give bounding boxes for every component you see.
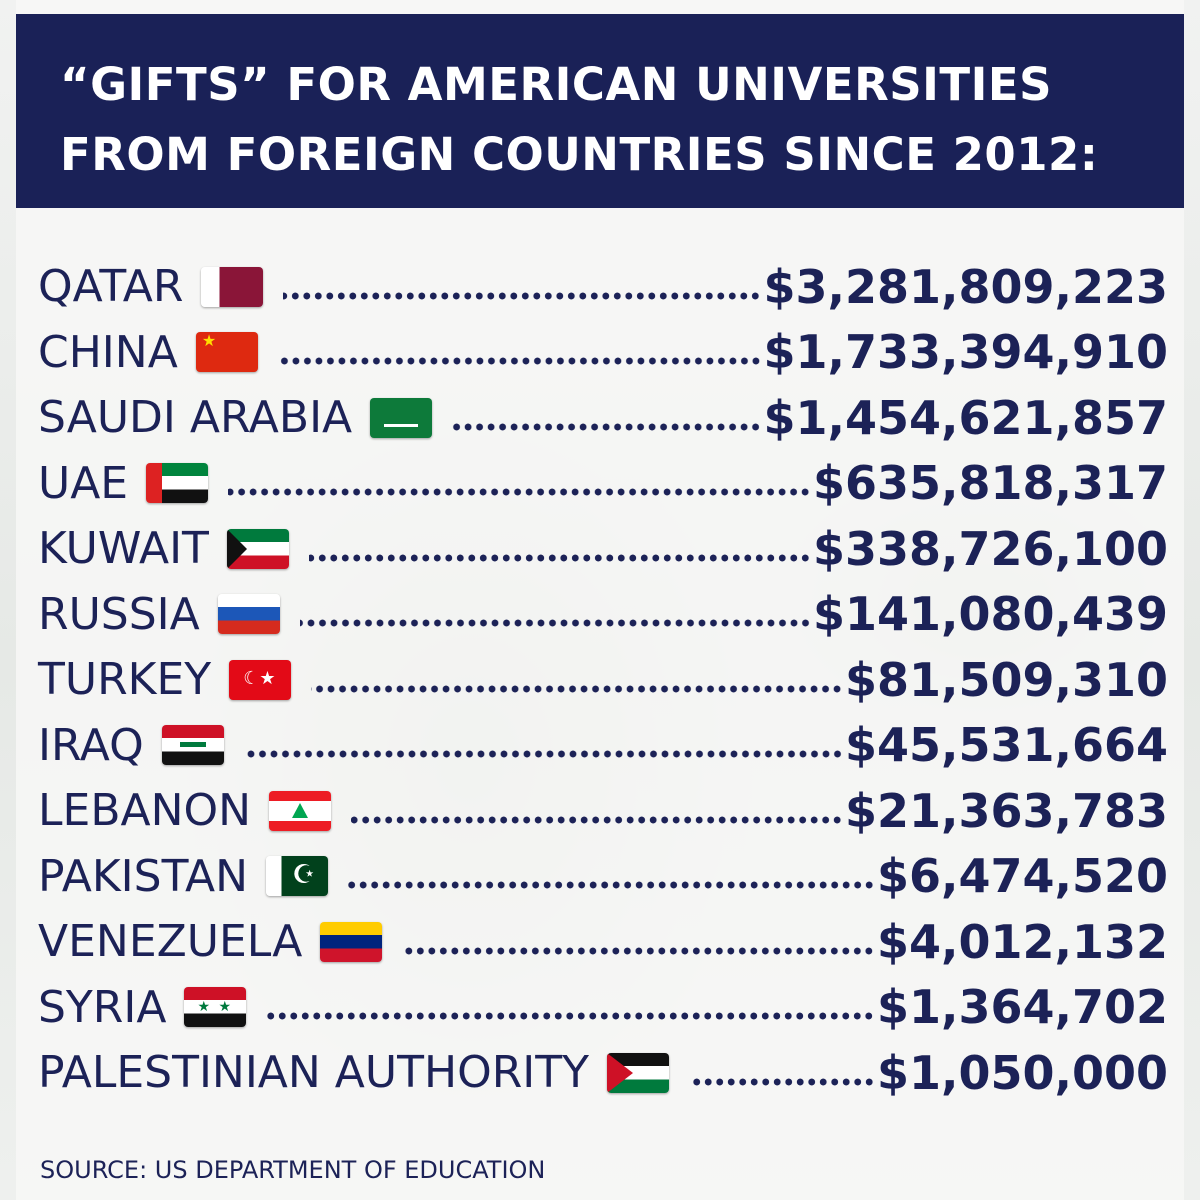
list-item: UAE $635,818,317 — [38, 451, 1168, 517]
dot-leader — [402, 945, 875, 956]
dot-leader — [266, 1011, 875, 1022]
gift-amount: $338,726,100 — [812, 521, 1168, 576]
country-name: IRAQ — [38, 719, 144, 771]
country-name: CHINA — [38, 326, 178, 378]
country-name: LEBANON — [38, 785, 252, 837]
country-name: KUWAIT — [38, 523, 209, 575]
list-item: SAUDI ARABIA $1,454,621,857 — [38, 385, 1168, 451]
saudi-arabia-flag-icon — [370, 397, 433, 438]
gift-amount: $1,364,702 — [876, 980, 1168, 1035]
list-item: CHINA $1,733,394,910 — [38, 320, 1168, 386]
list-item: VENEZUELA $4,012,132 — [38, 909, 1168, 975]
dot-leader — [452, 421, 762, 432]
venezuela-flag-icon — [320, 921, 383, 962]
syria-flag-icon — [184, 987, 247, 1028]
source-note: SOURCE: US DEPARTMENT OF EDUCATION — [40, 1156, 546, 1184]
gift-amount: $1,050,000 — [876, 1045, 1168, 1100]
country-name: PAKISTAN — [38, 850, 249, 902]
list-item: PAKISTAN $6,474,520 — [38, 844, 1168, 910]
pakistan-flag-icon — [266, 856, 329, 897]
list-item: RUSSIA $141,080,439 — [38, 582, 1168, 648]
list-item: IRAQ $45,531,664 — [38, 713, 1168, 779]
dot-leader — [689, 1076, 875, 1087]
title-banner: “GIFTS” FOR AMERICAN UNIVERSITIES FROM F… — [16, 14, 1184, 208]
gift-amount: $141,080,439 — [812, 587, 1168, 642]
list-item: LEBANON $21,363,783 — [38, 778, 1168, 844]
gift-amount: $3,281,809,223 — [763, 259, 1169, 314]
iraq-flag-icon — [161, 725, 224, 766]
gift-amount: $6,474,520 — [876, 849, 1168, 904]
uae-flag-icon — [146, 463, 209, 504]
gift-amount: $1,733,394,910 — [763, 325, 1169, 380]
dot-leader — [348, 880, 875, 891]
gift-amount: $4,012,132 — [876, 914, 1168, 969]
dot-leader — [351, 814, 843, 825]
list-item: QATAR $3,281,809,223 — [38, 254, 1168, 320]
list-item: PALESTINIAN AUTHORITY $1,050,000 — [38, 1040, 1168, 1106]
dot-leader — [311, 683, 843, 694]
palestine-flag-icon — [607, 1052, 670, 1093]
country-name: PALESTINIAN AUTHORITY — [38, 1047, 590, 1099]
gift-amount: $45,531,664 — [844, 718, 1168, 773]
china-flag-icon — [195, 332, 258, 373]
dot-leader — [308, 552, 811, 563]
country-name: SYRIA — [38, 981, 167, 1033]
gift-amount: $1,454,621,857 — [763, 390, 1169, 445]
country-name: UAE — [38, 457, 129, 509]
turkey-flag-icon — [229, 659, 292, 700]
dot-leader — [299, 618, 811, 629]
gift-list: QATAR $3,281,809,223 CHINA $1,733,394,91… — [38, 254, 1168, 1106]
dot-leader — [228, 487, 811, 498]
list-item: TURKEY $81,509,310 — [38, 647, 1168, 713]
qatar-flag-icon — [201, 266, 264, 307]
country-name: TURKEY — [38, 654, 212, 706]
kuwait-flag-icon — [226, 528, 289, 569]
country-name: SAUDI ARABIA — [38, 392, 353, 444]
russia-flag-icon — [217, 594, 280, 635]
lebanon-flag-icon — [269, 790, 332, 831]
country-name: RUSSIA — [38, 588, 200, 640]
dot-leader — [277, 356, 762, 367]
dot-leader — [243, 749, 843, 760]
title-line-1: “GIFTS” FOR AMERICAN UNIVERSITIES — [60, 58, 1052, 111]
list-item: KUWAIT $338,726,100 — [38, 516, 1168, 582]
dot-leader — [283, 290, 762, 301]
title-line-2: FROM FOREIGN COUNTRIES SINCE 2012: — [60, 128, 1099, 181]
country-name: QATAR — [38, 261, 184, 313]
gift-amount: $635,818,317 — [812, 456, 1168, 511]
gift-amount: $21,363,783 — [844, 783, 1168, 838]
gift-amount: $81,509,310 — [844, 652, 1168, 707]
list-item: SYRIA $1,364,702 — [38, 975, 1168, 1041]
country-name: VENEZUELA — [38, 916, 303, 968]
